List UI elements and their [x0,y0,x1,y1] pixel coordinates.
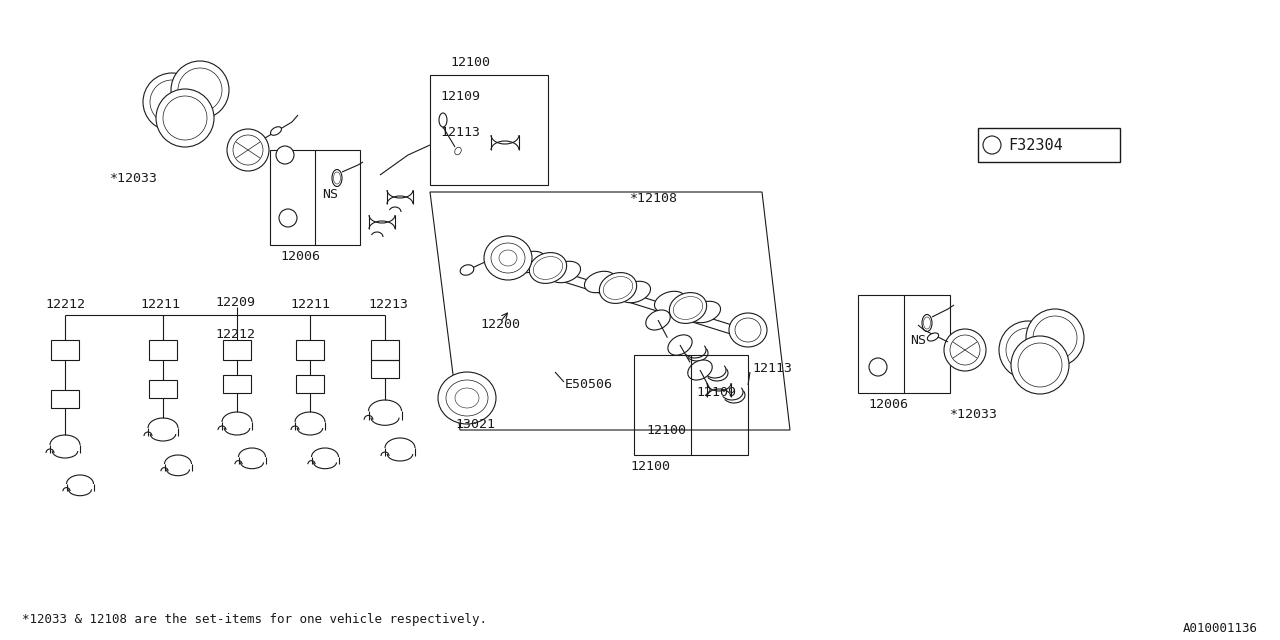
Circle shape [279,209,297,227]
Ellipse shape [669,292,707,323]
Bar [148,340,177,360]
Ellipse shape [923,317,931,329]
Ellipse shape [270,127,282,135]
Ellipse shape [1018,343,1062,387]
Text: 12211: 12211 [140,298,180,312]
Ellipse shape [922,314,932,332]
Bar [371,340,399,360]
Ellipse shape [530,253,567,284]
Text: 13021: 13021 [454,419,495,431]
Text: E50506: E50506 [564,378,613,392]
Ellipse shape [1027,309,1084,367]
Ellipse shape [668,335,692,355]
Ellipse shape [515,252,545,273]
Text: *12033: *12033 [110,172,157,184]
Ellipse shape [950,335,980,365]
Ellipse shape [438,372,497,424]
Text: 12100: 12100 [630,461,669,474]
Ellipse shape [461,265,474,275]
Ellipse shape [233,135,262,165]
Ellipse shape [454,388,479,408]
Ellipse shape [334,172,340,184]
Text: 12113: 12113 [753,362,792,374]
Text: 12100: 12100 [646,424,686,436]
Text: NS: NS [910,333,925,346]
Ellipse shape [172,61,229,119]
Ellipse shape [654,291,686,313]
Text: 12213: 12213 [369,298,408,312]
Ellipse shape [690,301,721,323]
Text: NS: NS [323,189,338,202]
Ellipse shape [1033,316,1076,360]
Text: *12033 & 12108 are the set-items for one vehicle respectively.: *12033 & 12108 are the set-items for one… [22,614,486,627]
Ellipse shape [673,296,703,319]
Text: *12033: *12033 [950,408,998,422]
Bar [296,340,324,360]
Ellipse shape [178,68,221,112]
Bar [223,340,251,360]
Text: 12200: 12200 [480,319,520,332]
Text: F32304: F32304 [1009,138,1062,152]
Ellipse shape [156,89,214,147]
Bar [270,150,360,245]
Bar [371,360,399,378]
Circle shape [983,136,1001,154]
Text: 1: 1 [989,140,995,150]
Text: 1: 1 [282,150,288,160]
Ellipse shape [599,273,636,303]
Bar [634,355,748,455]
Text: 12212: 12212 [215,328,255,342]
Ellipse shape [534,257,563,280]
Ellipse shape [445,380,488,416]
Ellipse shape [227,129,269,171]
Bar [296,375,324,393]
Bar [858,295,950,393]
Text: 12100: 12100 [451,56,490,70]
Text: 12109: 12109 [440,90,480,104]
Circle shape [276,146,294,164]
Ellipse shape [928,333,938,341]
Bar [51,390,79,408]
Text: 12006: 12006 [280,250,320,264]
Text: 1: 1 [285,213,291,223]
Ellipse shape [484,236,532,280]
Bar [148,380,177,398]
Text: 12212: 12212 [45,298,84,312]
Text: 12109: 12109 [696,387,736,399]
Ellipse shape [150,80,195,124]
Text: 12211: 12211 [291,298,330,312]
Ellipse shape [549,261,581,283]
Ellipse shape [492,243,525,273]
Ellipse shape [646,310,671,330]
Text: 12113: 12113 [440,127,480,140]
Ellipse shape [1006,328,1050,372]
Bar [978,128,1120,162]
Text: 12209: 12209 [215,296,255,310]
Text: 12006: 12006 [868,399,908,412]
Text: *12108: *12108 [630,191,678,205]
Ellipse shape [499,250,517,266]
Text: 1: 1 [876,362,881,372]
Ellipse shape [143,73,201,131]
Bar [430,75,548,185]
Ellipse shape [735,318,762,342]
Ellipse shape [998,321,1057,379]
Text: A010001136: A010001136 [1183,621,1258,634]
Ellipse shape [439,113,447,127]
Ellipse shape [332,170,342,186]
Ellipse shape [945,329,986,371]
Bar [223,375,251,393]
Circle shape [869,358,887,376]
Bar [51,340,79,360]
Ellipse shape [603,276,632,300]
Ellipse shape [454,147,461,155]
Ellipse shape [585,271,616,292]
Ellipse shape [730,313,767,347]
Ellipse shape [620,282,650,303]
Ellipse shape [163,96,207,140]
Ellipse shape [687,360,712,380]
Ellipse shape [1011,336,1069,394]
